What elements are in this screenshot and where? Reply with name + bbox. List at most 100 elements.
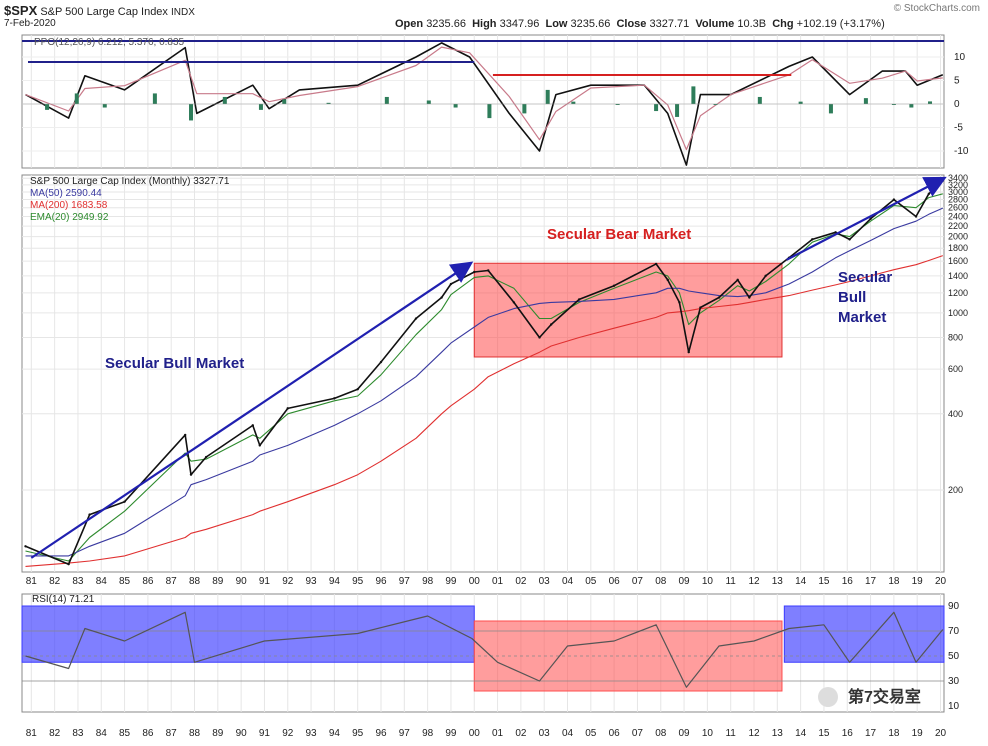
price-tick-label: 200 bbox=[948, 485, 963, 495]
x-tick-label: 84 bbox=[96, 576, 108, 587]
x-tick-label: 08 bbox=[655, 728, 667, 739]
rsi-bull-band-1 bbox=[21, 605, 475, 663]
x-tick-label: 87 bbox=[166, 728, 178, 739]
ppo-histogram-bar bbox=[282, 99, 287, 104]
ppo-histogram-bar bbox=[675, 104, 680, 117]
x-tick-label: 19 bbox=[912, 576, 924, 587]
ppo-tick-label: 5 bbox=[954, 76, 960, 87]
price-legend-title: S&P 500 Large Cap Index (Monthly) 3327.7… bbox=[30, 176, 230, 187]
x-tick-label: 91 bbox=[259, 728, 271, 739]
x-tick-label: 12 bbox=[748, 576, 760, 587]
x-tick-label: 15 bbox=[818, 728, 830, 739]
price-point bbox=[123, 500, 126, 503]
x-tick-label: 85 bbox=[119, 728, 131, 739]
close-value: 3327.71 bbox=[649, 18, 690, 30]
series-line-ma-50- bbox=[25, 207, 944, 557]
ppo-tick-label: 10 bbox=[954, 52, 966, 63]
x-tick-label: 00 bbox=[469, 728, 481, 739]
ppo-tick-label: 0 bbox=[954, 99, 960, 110]
price-point bbox=[764, 274, 767, 278]
price-tick-label: 1200 bbox=[948, 288, 968, 298]
x-tick-label: 99 bbox=[445, 728, 457, 739]
price-point bbox=[251, 424, 254, 427]
price-point bbox=[927, 192, 931, 196]
price-tick-label: 1000 bbox=[948, 308, 968, 318]
annotation-secular-bull-2: Bull bbox=[838, 289, 866, 306]
x-tick-label: 01 bbox=[492, 728, 504, 739]
exchange: INDX bbox=[171, 7, 195, 18]
price-point bbox=[379, 360, 383, 364]
rsi-legend: RSI(14) 71.21 bbox=[32, 594, 95, 605]
price-point bbox=[286, 407, 289, 410]
price-tick-label: 400 bbox=[948, 409, 963, 419]
x-tick-label: 05 bbox=[585, 576, 597, 587]
price-point bbox=[88, 513, 91, 516]
watermark: © StockCharts.com bbox=[893, 3, 980, 14]
open-label: Open bbox=[395, 18, 424, 30]
x-tick-label: 88 bbox=[189, 576, 201, 587]
x-tick-label: 06 bbox=[609, 576, 621, 587]
ppo-histogram-bar bbox=[189, 104, 194, 121]
x-tick-label: 86 bbox=[142, 576, 154, 587]
price-point bbox=[440, 296, 443, 299]
annotation-secular-bull-2: Market bbox=[838, 309, 886, 326]
price-tick-label: 2200 bbox=[948, 221, 968, 231]
chg-label: Chg bbox=[772, 18, 794, 30]
x-tick-label: 88 bbox=[189, 728, 201, 739]
price-tick-label: 1600 bbox=[948, 256, 968, 266]
close-label: Close bbox=[616, 18, 647, 30]
ppo-histogram-bar bbox=[713, 104, 718, 105]
price-point bbox=[538, 336, 541, 339]
ppo-histogram-bar bbox=[74, 93, 79, 104]
ppo-histogram-bar bbox=[615, 104, 620, 105]
legend-ma200: MA(200) 1683.58 bbox=[30, 200, 108, 211]
ppo-histogram-bar bbox=[928, 101, 933, 104]
x-tick-label: 06 bbox=[609, 728, 621, 739]
annotation-secular-bull-1: Secular Bull Market bbox=[105, 355, 244, 372]
ppo-histogram-bar bbox=[326, 102, 331, 104]
price-point bbox=[848, 238, 851, 241]
ppo-signal-line bbox=[25, 46, 943, 151]
bull-trend-arrow-1 bbox=[30, 261, 474, 559]
x-tick-label: 18 bbox=[888, 728, 900, 739]
x-tick-label: 92 bbox=[282, 728, 294, 739]
x-tick-label: 96 bbox=[375, 728, 387, 739]
x-tick-label: 81 bbox=[26, 728, 38, 739]
x-tick-label: 16 bbox=[842, 728, 854, 739]
price-point bbox=[811, 238, 814, 241]
ppo-histogram-bar bbox=[691, 86, 696, 104]
price-point bbox=[356, 387, 359, 391]
series-line-ema-20- bbox=[25, 193, 943, 562]
x-tick-label: 16 bbox=[842, 576, 854, 587]
x-tick-label: 13 bbox=[772, 576, 784, 587]
rsi-line bbox=[25, 611, 944, 688]
x-tick-label: 02 bbox=[515, 576, 527, 587]
symbol: $SPX bbox=[4, 3, 38, 18]
chart-date: 7-Feb-2020 bbox=[4, 18, 56, 29]
ppo-histogram-bar bbox=[571, 101, 576, 104]
price-point bbox=[473, 270, 476, 274]
volume-label: Volume bbox=[695, 18, 735, 30]
x-tick-label: 90 bbox=[236, 728, 248, 739]
volume-value: 10.3B bbox=[737, 18, 767, 30]
x-tick-label: 17 bbox=[865, 728, 877, 739]
rsi-tick-label: 50 bbox=[948, 651, 960, 662]
ppo-histogram-bar bbox=[909, 104, 914, 108]
price-tick-label: 3400 bbox=[948, 173, 968, 183]
x-tick-label: 93 bbox=[306, 728, 318, 739]
legend-ma50: MA(50) 2590.44 bbox=[30, 188, 102, 199]
x-tick-label: 20 bbox=[935, 576, 947, 587]
x-tick-label: 17 bbox=[865, 576, 877, 587]
price-point bbox=[487, 269, 490, 272]
ppo-legend: PPO(12,26,9) 6.212, 5.376, 0.835 bbox=[34, 37, 185, 48]
high-value: 3347.96 bbox=[499, 18, 540, 30]
quote-bar: Open 3235.66 High 3347.96 Low 3235.66 Cl… bbox=[395, 18, 885, 30]
ppo-histogram-bar bbox=[798, 101, 803, 104]
ppo-histogram-bar bbox=[891, 104, 896, 105]
x-tick-label: 07 bbox=[632, 576, 644, 587]
price-tick-label: 1400 bbox=[948, 271, 968, 281]
x-tick-label: 18 bbox=[888, 576, 900, 587]
x-tick-label: 12 bbox=[748, 728, 760, 739]
ppo-histogram-bar bbox=[522, 104, 527, 114]
x-tick-label: 84 bbox=[96, 728, 108, 739]
